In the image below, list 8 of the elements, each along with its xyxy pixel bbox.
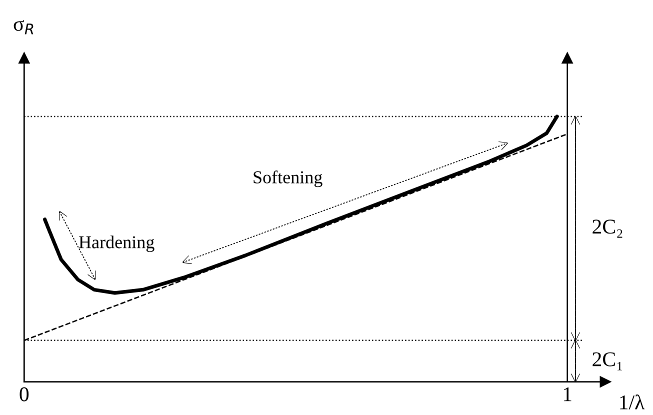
x-tick-label: 0	[20, 387, 29, 402]
annotation: Hardening	[78, 236, 154, 252]
annotation: 2C₂	[592, 220, 622, 238]
x-tick-label: 1	[564, 387, 572, 402]
annotation: Softening	[254, 170, 322, 188]
y-axis-title: σ$_{R}$	[14, 20, 34, 34]
annotation: 2C₁	[592, 352, 622, 370]
x-axis-title: 1/λ	[620, 394, 645, 410]
